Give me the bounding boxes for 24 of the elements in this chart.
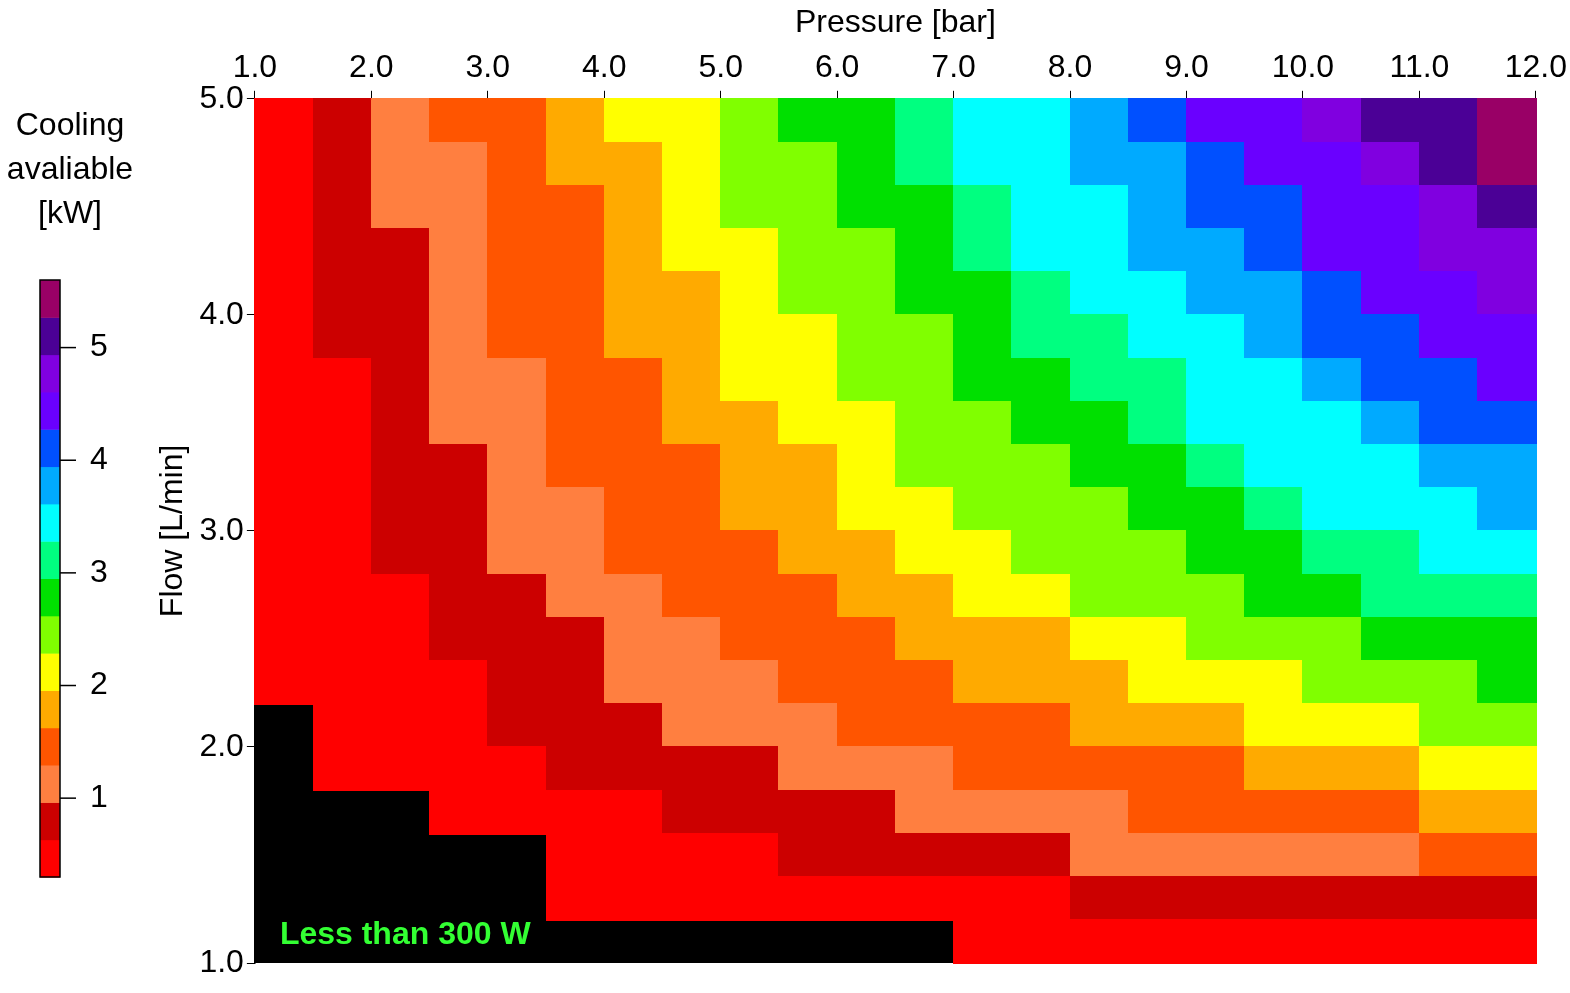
color-bar-label: 4	[90, 440, 108, 477]
y-tick-label: 3.0	[199, 510, 244, 547]
y-tick-label: 4.0	[199, 294, 244, 331]
x-tick-label: 7.0	[931, 48, 976, 85]
x-tick-label: 12.0	[1504, 48, 1567, 85]
x-tick-label: 9.0	[1164, 48, 1209, 85]
color-bar-label: 3	[90, 552, 108, 589]
color-bar-title: Cooling avaliable [kW]	[6, 105, 134, 230]
color-bar-label: 5	[90, 327, 108, 364]
x-tick-label: 2.0	[349, 48, 394, 85]
x-axis-title: Pressure [bar]	[794, 3, 996, 40]
x-tick-label: 6.0	[814, 48, 860, 85]
x-tick-label: 5.0	[698, 48, 743, 85]
x-tick-label: 4.0	[582, 48, 627, 85]
color-bar-label: 1	[90, 777, 108, 814]
y-tick-label: 1.0	[199, 942, 244, 979]
color-bar-label: 2	[90, 665, 108, 702]
x-tick-label: 8.0	[1047, 48, 1093, 85]
y-axis-title: Flow [L/min]	[153, 444, 190, 618]
y-tick-label: 2.0	[199, 726, 244, 763]
x-tick-label: 11.0	[1389, 48, 1450, 85]
x-tick-label: 10.0	[1271, 48, 1335, 85]
x-tick-label: 3.0	[465, 48, 511, 85]
annotation: Less than 300 W	[279, 914, 532, 951]
